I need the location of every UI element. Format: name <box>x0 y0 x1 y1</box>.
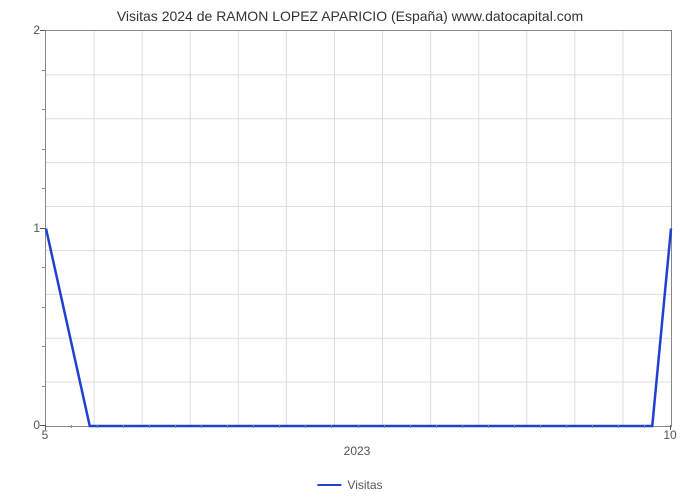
y-minor-tick <box>42 109 45 110</box>
x-minor-tick <box>618 425 619 428</box>
series-line <box>46 229 671 427</box>
legend-swatch <box>317 484 341 486</box>
x-minor-tick <box>410 425 411 428</box>
x-tick-mark <box>670 425 671 430</box>
plot-area <box>45 30 672 427</box>
y-minor-tick <box>42 346 45 347</box>
y-minor-tick <box>42 267 45 268</box>
x-minor-tick <box>488 425 489 428</box>
x-minor-tick <box>358 425 359 428</box>
y-minor-tick <box>42 70 45 71</box>
y-minor-tick <box>42 188 45 189</box>
x-minor-tick <box>227 425 228 428</box>
y-tick-label: 0 <box>33 418 40 432</box>
legend: Visitas <box>317 478 382 492</box>
y-tick-label: 1 <box>33 221 40 235</box>
x-minor-tick <box>644 425 645 428</box>
chart-title: Visitas 2024 de RAMON LOPEZ APARICIO (Es… <box>0 0 700 24</box>
x-tick-label: 10 <box>663 428 676 442</box>
y-tick-mark <box>40 228 45 229</box>
x-minor-tick <box>436 425 437 428</box>
x-minor-tick <box>201 425 202 428</box>
x-minor-tick <box>123 425 124 428</box>
y-tick-mark <box>40 30 45 31</box>
x-minor-tick <box>566 425 567 428</box>
x-minor-tick <box>331 425 332 428</box>
x-tick-label: 5 <box>42 428 49 442</box>
data-line-svg <box>46 31 671 426</box>
x-minor-tick <box>97 425 98 428</box>
x-minor-tick <box>253 425 254 428</box>
x-minor-tick <box>540 425 541 428</box>
y-minor-tick <box>42 149 45 150</box>
x-minor-tick <box>592 425 593 428</box>
x-minor-tick <box>279 425 280 428</box>
y-tick-label: 2 <box>33 23 40 37</box>
legend-label: Visitas <box>347 478 382 492</box>
y-minor-tick <box>42 386 45 387</box>
x-minor-tick <box>514 425 515 428</box>
x-minor-tick <box>175 425 176 428</box>
y-minor-tick <box>42 307 45 308</box>
x-minor-tick <box>384 425 385 428</box>
x-minor-tick <box>462 425 463 428</box>
x-axis-label: 2023 <box>344 444 371 458</box>
x-minor-tick <box>305 425 306 428</box>
chart-container: Visitas 2024 de RAMON LOPEZ APARICIO (Es… <box>0 0 700 500</box>
x-minor-tick <box>71 425 72 428</box>
x-minor-tick <box>149 425 150 428</box>
x-tick-mark <box>45 425 46 430</box>
